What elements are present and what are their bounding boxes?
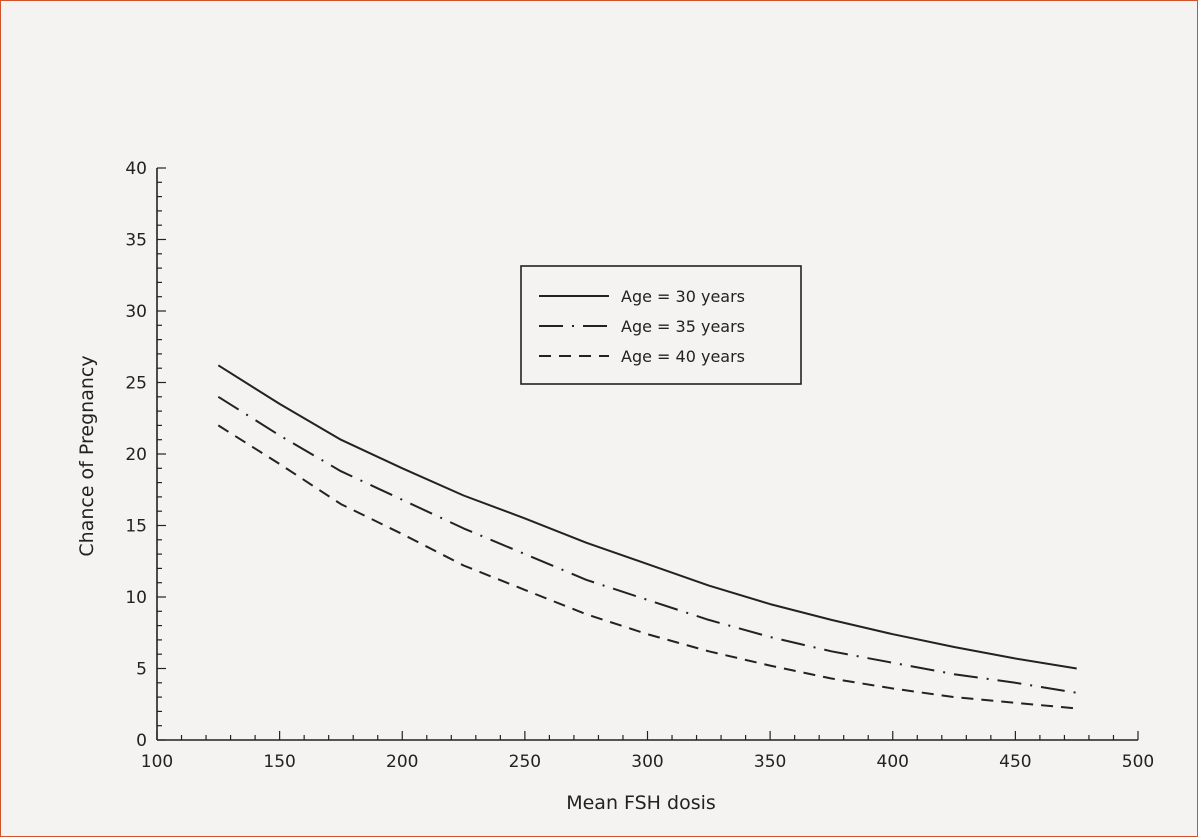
y-tick-label: 35: [125, 231, 147, 251]
x-tick-label: 450: [999, 752, 1031, 772]
series-lines: [218, 365, 1076, 708]
series-line-1: [218, 365, 1076, 668]
x-tick-label: 400: [877, 752, 909, 772]
legend-label-2: Age = 35 years: [621, 317, 745, 336]
legend-label-1: Age = 30 years: [621, 287, 745, 306]
y-tick-label: 15: [125, 517, 147, 537]
x-tick-label: 150: [263, 752, 295, 772]
y-tick-label: 30: [125, 302, 147, 322]
x-tick-label: 250: [509, 752, 541, 772]
legend: Age = 30 years Age = 35 years Age = 40 yea…: [521, 266, 801, 384]
x-tick-label: 350: [754, 752, 786, 772]
x-tick-label: 300: [631, 752, 663, 772]
x-tick-label: 200: [386, 752, 418, 772]
x-axis-title: Mean FSH dosis: [566, 792, 716, 814]
series-line-2: [218, 397, 1076, 693]
y-tick-label: 25: [125, 374, 147, 394]
y-tick-label: 5: [136, 660, 147, 680]
y-tick-label: 0: [136, 731, 147, 751]
y-tick-label: 10: [125, 588, 147, 608]
x-tick-label: 500: [1122, 752, 1154, 772]
series-line-3: [218, 425, 1076, 708]
y-tick-label: 40: [125, 159, 147, 179]
x-tick-label: 100: [141, 752, 173, 772]
y-tick-label: 20: [125, 445, 147, 465]
legend-label-3: Age = 40 years: [621, 347, 745, 366]
y-axis-title: Chance of Pregnancy: [76, 355, 98, 556]
